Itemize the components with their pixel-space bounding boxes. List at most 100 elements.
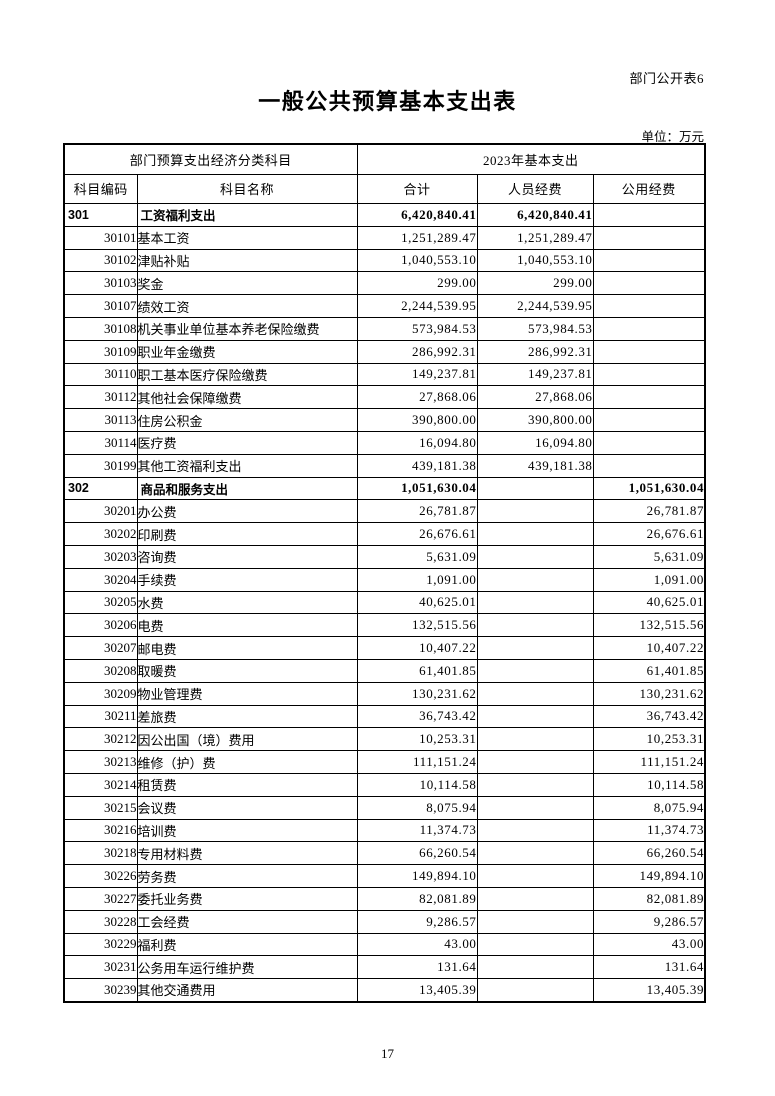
total-cell: 1,091.00	[356, 567, 478, 592]
table-header: 部门预算支出经济分类科目 2023年基本支出 科目编码 科目名称 合计 人员经费…	[63, 143, 706, 204]
public-funds-cell: 13,405.39	[592, 978, 706, 1003]
total-cell: 131.64	[356, 955, 478, 980]
public-funds-cell	[592, 225, 706, 250]
subject-code-cell: 30113	[63, 408, 138, 432]
header-group-classification: 部门预算支出经济分类科目	[63, 143, 358, 175]
table-row: 30209 物业管理费 130,231.62 130,231.62	[63, 681, 706, 706]
public-funds-cell	[592, 316, 706, 341]
total-cell: 61,401.85	[356, 658, 478, 683]
table-row: 30227 委托业务费 82,081.89 82,081.89	[63, 886, 706, 911]
personnel-funds-cell: 573,984.53	[476, 316, 594, 341]
table-row: 30213 维修（护）费 111,151.24 111,151.24	[63, 750, 706, 774]
subject-name-cell: 基本工资	[136, 225, 358, 250]
table-body: 301 工资福利支出 6,420,840.41 6,420,840.41 30101 基本…	[63, 203, 706, 1003]
table-row: 30108 机关事业单位基本养老保险缴费 573,984.53 573,984.53	[63, 316, 706, 341]
personnel-funds-cell	[476, 658, 594, 683]
subject-name-cell: 工会经费	[136, 909, 358, 934]
personnel-funds-cell	[476, 522, 594, 546]
total-cell: 10,407.22	[356, 636, 478, 660]
header-group-basic-expenditure: 2023年基本支出	[356, 143, 706, 175]
personnel-funds-cell	[476, 750, 594, 774]
personnel-funds-cell: 439,181.38	[476, 453, 594, 478]
total-cell: 36,743.42	[356, 704, 478, 729]
personnel-funds-cell	[476, 613, 594, 638]
table-row: 30203 咨询费 5,631.09 5,631.09	[63, 544, 706, 569]
subject-code-cell: 30228	[63, 909, 138, 934]
public-funds-cell: 5,631.09	[592, 544, 706, 569]
total-cell: 1,251,289.47	[356, 225, 478, 250]
personnel-funds-cell: 6,420,840.41	[476, 203, 594, 227]
subject-code-cell: 30218	[63, 841, 138, 866]
total-cell: 132,515.56	[356, 613, 478, 638]
subject-name-cell: 委托业务费	[136, 886, 358, 911]
total-cell: 8,075.94	[356, 795, 478, 820]
table-row: 30211 差旅费 36,743.42 36,743.42	[63, 704, 706, 729]
header-columns-row: 科目编码 科目名称 合计 人员经费 公用经费	[63, 173, 706, 204]
total-cell: 439,181.38	[356, 453, 478, 478]
subject-code-cell: 30114	[63, 430, 138, 455]
table-row: 30199 其他工资福利支出 439,181.38 439,181.38	[63, 453, 706, 478]
table-row: 30215 会议费 8,075.94 8,075.94	[63, 795, 706, 820]
subject-name-cell: 机关事业单位基本养老保险缴费	[136, 316, 358, 341]
personnel-funds-cell	[476, 727, 594, 752]
subject-code-cell: 30107	[63, 294, 138, 318]
subject-name-cell: 租赁费	[136, 772, 358, 797]
public-funds-cell: 10,253.31	[592, 727, 706, 752]
personnel-funds-cell: 27,868.06	[476, 385, 594, 410]
table-row: 30231 公务用车运行维护费 131.64 131.64	[63, 955, 706, 980]
total-cell: 13,405.39	[356, 978, 478, 1003]
table-row: 30107 绩效工资 2,244,539.95 2,244,539.95	[63, 294, 706, 318]
subject-name-cell: 维修（护）费	[136, 750, 358, 774]
public-funds-cell: 66,260.54	[592, 841, 706, 866]
total-cell: 66,260.54	[356, 841, 478, 866]
total-cell: 390,800.00	[356, 408, 478, 432]
col-header-total: 合计	[356, 173, 478, 204]
col-header-subject-name: 科目名称	[136, 173, 358, 204]
total-cell: 2,244,539.95	[356, 294, 478, 318]
subject-code-cell: 30227	[63, 886, 138, 911]
personnel-funds-cell	[476, 955, 594, 980]
total-cell: 1,040,553.10	[356, 248, 478, 273]
subject-name-cell: 会议费	[136, 795, 358, 820]
personnel-funds-cell: 390,800.00	[476, 408, 594, 432]
subject-code-cell: 30103	[63, 271, 138, 296]
subject-code-cell: 30201	[63, 499, 138, 524]
personnel-funds-cell	[476, 978, 594, 1003]
total-cell: 130,231.62	[356, 681, 478, 706]
personnel-funds-cell: 2,244,539.95	[476, 294, 594, 318]
subject-code-cell: 30208	[63, 658, 138, 683]
budget-table: 部门预算支出经济分类科目 2023年基本支出 科目编码 科目名称 合计 人员经费…	[63, 143, 707, 1003]
public-funds-cell	[592, 453, 706, 478]
total-cell: 9,286.57	[356, 909, 478, 934]
table-row: 30201 办公费 26,781.87 26,781.87	[63, 499, 706, 524]
subject-name-cell: 其他交通费用	[136, 978, 358, 1003]
public-funds-cell	[592, 362, 706, 387]
personnel-funds-cell	[476, 818, 594, 843]
table-row: 30109 职业年金缴费 286,992.31 286,992.31	[63, 339, 706, 364]
public-funds-cell: 8,075.94	[592, 795, 706, 820]
total-cell: 299.00	[356, 271, 478, 296]
col-header-subject-code: 科目编码	[63, 173, 138, 204]
total-cell: 40,625.01	[356, 590, 478, 615]
subject-code-cell: 30108	[63, 316, 138, 341]
subject-name-cell: 劳务费	[136, 864, 358, 888]
subject-name-cell: 印刷费	[136, 522, 358, 546]
public-funds-cell	[592, 339, 706, 364]
personnel-funds-cell	[476, 932, 594, 957]
personnel-funds-cell	[476, 567, 594, 592]
subject-name-cell: 因公出国（境）费用	[136, 727, 358, 752]
subject-name-cell: 医疗费	[136, 430, 358, 455]
subject-code-cell: 30102	[63, 248, 138, 273]
table-row: 30226 劳务费 149,894.10 149,894.10	[63, 864, 706, 888]
personnel-funds-cell: 1,040,553.10	[476, 248, 594, 273]
col-header-public-funds: 公用经费	[592, 173, 706, 204]
subject-name-cell: 住房公积金	[136, 408, 358, 432]
subject-name-cell: 职工基本医疗保险缴费	[136, 362, 358, 387]
subject-name-cell: 商品和服务支出	[136, 476, 358, 501]
total-cell: 16,094.80	[356, 430, 478, 455]
personnel-funds-cell	[476, 909, 594, 934]
page-number: 17	[381, 1046, 394, 1061]
public-funds-cell: 82,081.89	[592, 886, 706, 911]
subject-code-cell: 302	[63, 476, 138, 501]
table-row-section: 302 商品和服务支出 1,051,630.04 1,051,630.04	[63, 476, 706, 501]
